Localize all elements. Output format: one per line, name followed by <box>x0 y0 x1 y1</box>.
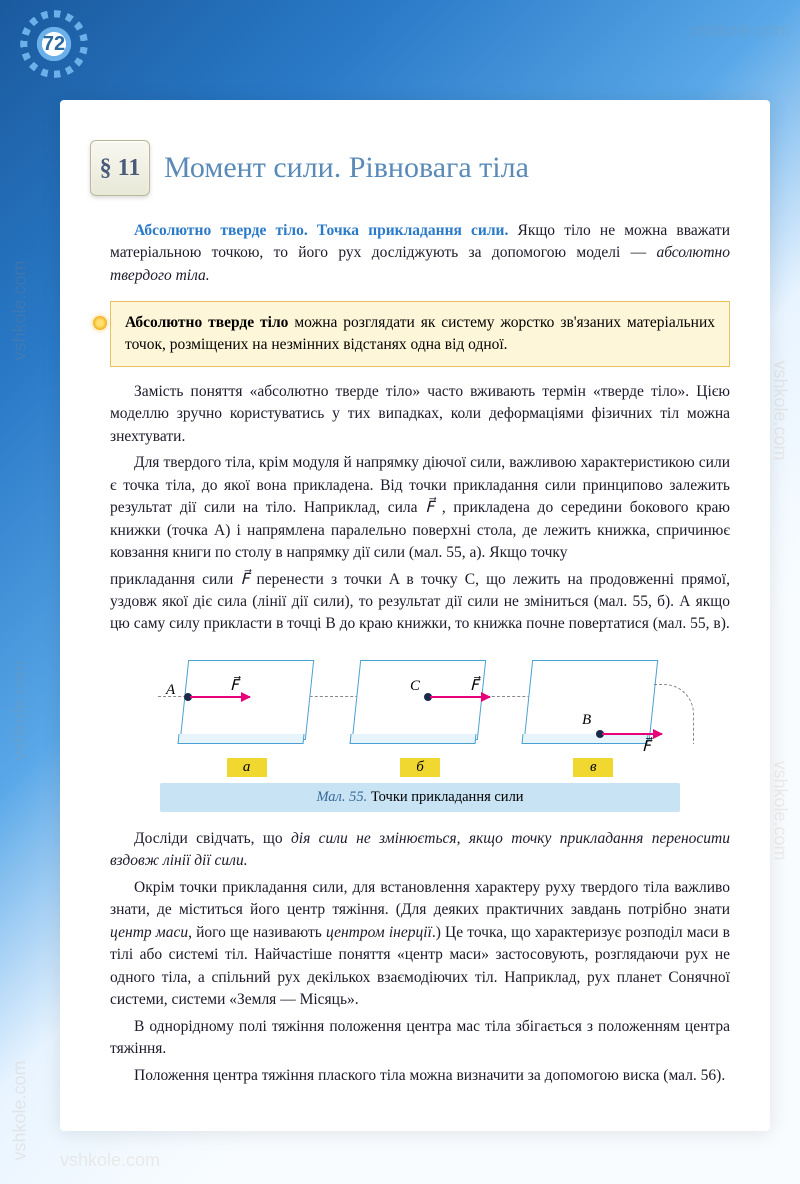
force-label: F⃗ <box>470 676 479 695</box>
figure-book-a: A F⃗ <box>168 652 328 752</box>
figure-book-b: C F⃗ <box>340 652 500 752</box>
watermark: vshkole.com <box>10 660 31 760</box>
watermark: vshkole.com <box>769 760 790 860</box>
figure-caption: Мал. 55. Точки прикладання сили <box>160 783 680 812</box>
watermark: vshkole.com <box>10 1060 31 1160</box>
section-header: § 11 Момент сили. Рівновага тіла <box>90 140 730 196</box>
body-paragraph: Положення центра тяжіння плаского тіла м… <box>110 1065 730 1087</box>
section-number-badge: § 11 <box>90 140 150 196</box>
figure-caption-text: Точки прикладання сили <box>367 789 523 805</box>
body-paragraph: прикладання сили F⃗ перенести з точки A … <box>110 569 730 636</box>
section-title: Момент сили. Рівновага тіла <box>164 151 529 185</box>
point-label-a: A <box>166 682 175 699</box>
watermark: vshkole.com <box>690 20 790 41</box>
body-paragraph: В однорідному полі тяжіння положення цен… <box>110 1016 730 1061</box>
intro-paragraph: Абсолютно тверде тіло. Точка прикладання… <box>110 220 730 287</box>
figure-55: A F⃗ C F⃗ B F⃗ <box>160 652 680 812</box>
body-paragraph: Окрім точки прикладання сили, для встано… <box>110 877 730 1012</box>
force-label: F⃗ <box>230 676 239 695</box>
figure-label-a: а <box>227 758 267 777</box>
watermark: vshkole.com <box>769 360 790 460</box>
watermark: vshkole.com <box>60 1150 160 1171</box>
definition-box: Абсолютно тверде тіло можна розглядати я… <box>110 301 730 366</box>
figure-label-b: б <box>400 758 440 777</box>
figure-sublabels: а б в <box>160 758 680 777</box>
definition-bold: Абсолютно тверде тіло <box>125 314 288 331</box>
body-paragraph: Замість поняття «абсолютно тверде тіло» … <box>110 381 730 448</box>
intro-lead: Абсолютно тверде тіло. Точка прикладання… <box>134 222 508 239</box>
figure-label-c: в <box>573 758 613 777</box>
figure-book-c: B F⃗ <box>512 652 672 752</box>
page-content: § 11 Момент сили. Рівновага тіла Абсолют… <box>60 100 770 1131</box>
figure-caption-number: Мал. 55. <box>316 789 367 805</box>
figure-images: A F⃗ C F⃗ B F⃗ <box>160 652 680 752</box>
point-label-c: C <box>410 678 420 695</box>
force-label: F⃗ <box>642 737 651 756</box>
page-number-badge: 72 <box>30 20 78 68</box>
body-paragraph: Досліди свідчать, що дія сили не змінюєт… <box>110 828 730 873</box>
watermark: vshkole.com <box>10 260 31 360</box>
point-label-b: B <box>582 712 591 729</box>
body-paragraph: Для твердого тіла, крім модуля й напрямк… <box>110 452 730 564</box>
